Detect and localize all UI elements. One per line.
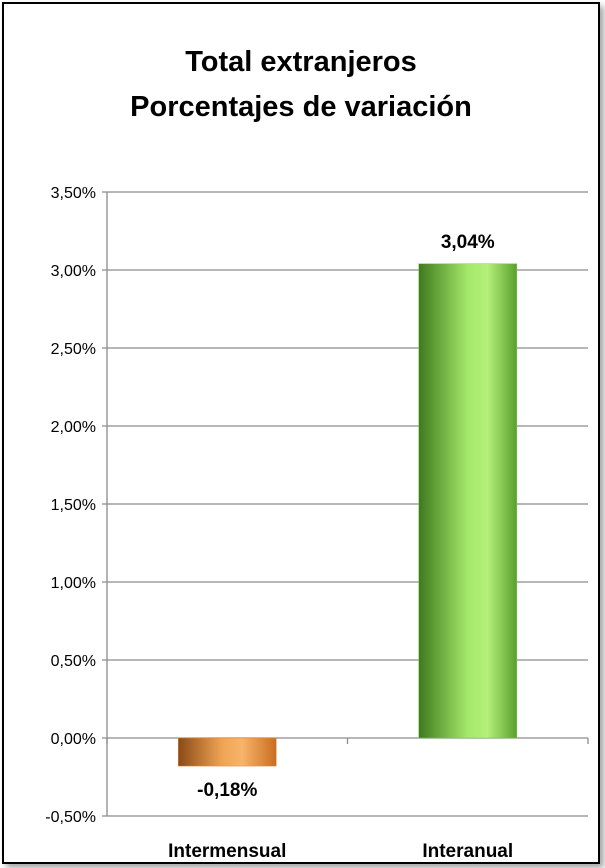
y-tick-label: 1,50% — [51, 497, 96, 514]
y-tick-label: 0,50% — [51, 653, 96, 670]
bar-0 — [178, 737, 277, 767]
y-tick-label: 3,00% — [51, 263, 96, 280]
chart-title-line-2: Porcentajes de variación — [130, 91, 472, 123]
y-tick-label: -0,50% — [45, 809, 96, 826]
bars — [178, 263, 517, 767]
chart-title-line-1: Total extranjeros — [185, 46, 417, 78]
y-tick-label: 1,00% — [51, 575, 96, 592]
data-label-0: -0,18% — [197, 780, 257, 801]
chart-title: Total extranjeros Porcentajes de variaci… — [4, 40, 598, 130]
data-label-1: 3,04% — [441, 232, 495, 253]
y-tick-label: 3,50% — [51, 185, 96, 202]
axes — [106, 192, 589, 816]
y-tick-label: 2,00% — [51, 419, 96, 436]
bar-1 — [418, 263, 517, 739]
x-category-label-0: Intermensual — [168, 841, 286, 862]
labels: -0,50% 0,00% 0,50% 1,00% 1,50% 2,00% 2,50% 3,00… — [45, 185, 513, 862]
y-tick-label: 2,50% — [51, 341, 96, 358]
y-tick-label: 0,00% — [51, 731, 96, 748]
x-category-label-1: Interanual — [422, 841, 513, 862]
